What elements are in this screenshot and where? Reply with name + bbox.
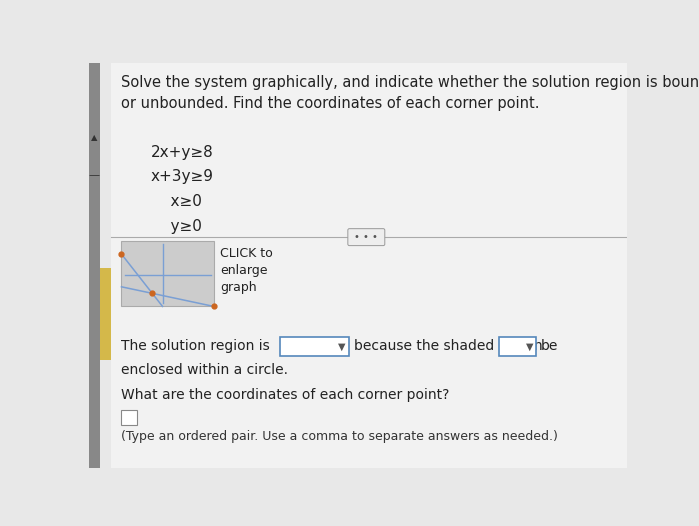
Text: ▼: ▼ [338,341,345,351]
Text: because the shaded region: because the shaded region [354,339,542,353]
Text: be: be [540,339,558,353]
Text: 2x+y≥8: 2x+y≥8 [151,145,213,160]
Text: The solution region is: The solution region is [122,339,271,353]
Text: CLICK to: CLICK to [220,247,273,260]
FancyBboxPatch shape [100,268,110,360]
Text: x+3y≥9: x+3y≥9 [151,169,214,185]
FancyBboxPatch shape [110,63,628,468]
Text: (Type an ordered pair. Use a comma to separate answers as needed.): (Type an ordered pair. Use a comma to se… [122,430,559,443]
FancyBboxPatch shape [280,337,350,356]
Text: —: — [89,170,100,180]
Text: • • •: • • • [354,232,378,242]
FancyBboxPatch shape [499,337,535,356]
FancyBboxPatch shape [122,410,137,425]
FancyBboxPatch shape [89,63,100,468]
Text: graph: graph [220,281,257,294]
Text: ▼: ▼ [526,341,533,351]
Text: What are the coordinates of each corner point?: What are the coordinates of each corner … [122,388,450,402]
Text: Solve the system graphically, and indicate whether the solution region is bounde: Solve the system graphically, and indica… [122,75,699,112]
Text: enclosed within a circle.: enclosed within a circle. [122,363,289,378]
FancyBboxPatch shape [122,241,214,307]
Text: y≥0: y≥0 [151,219,201,234]
Text: x≥0: x≥0 [151,194,201,209]
FancyBboxPatch shape [348,229,385,246]
Text: ▲: ▲ [92,133,98,141]
Text: enlarge: enlarge [220,264,268,277]
